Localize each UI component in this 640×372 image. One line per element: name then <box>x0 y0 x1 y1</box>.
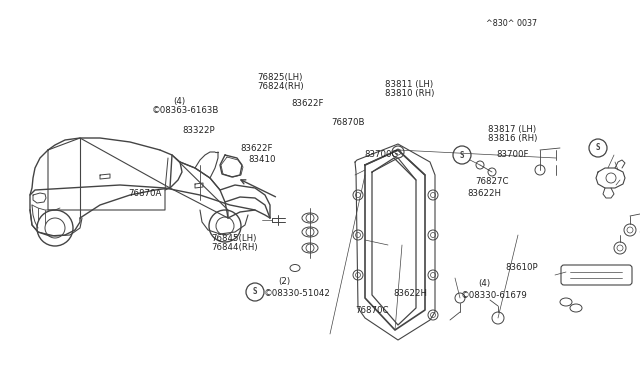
Text: (2): (2) <box>278 278 291 286</box>
Text: (4): (4) <box>173 97 185 106</box>
Text: S: S <box>253 288 257 296</box>
Text: 83622H: 83622H <box>394 289 428 298</box>
Text: S: S <box>596 144 600 153</box>
Text: 83700F: 83700F <box>496 150 529 159</box>
Text: 83816 (RH): 83816 (RH) <box>488 134 537 143</box>
Text: ©08330-51042: ©08330-51042 <box>264 289 330 298</box>
Text: S: S <box>460 151 464 160</box>
Text: 83322P: 83322P <box>182 126 215 135</box>
Text: 76870B: 76870B <box>332 118 365 126</box>
Text: 83811 (LH): 83811 (LH) <box>385 80 433 89</box>
Text: 83622F: 83622F <box>291 99 324 108</box>
Text: 76870C: 76870C <box>355 306 388 315</box>
Text: 76845(LH): 76845(LH) <box>211 234 257 243</box>
Text: 83622F: 83622F <box>241 144 273 153</box>
Text: 76844(RH): 76844(RH) <box>211 243 258 252</box>
Text: 83700G: 83700G <box>365 150 399 159</box>
Text: 76827C: 76827C <box>475 177 508 186</box>
Text: 76825(LH): 76825(LH) <box>257 73 303 82</box>
Text: ^830^ 0037: ^830^ 0037 <box>486 19 538 28</box>
Text: 83610P: 83610P <box>506 263 538 272</box>
Text: 76824(RH): 76824(RH) <box>257 82 304 91</box>
Text: ©08330-61679: ©08330-61679 <box>461 291 527 300</box>
Text: 76870A: 76870A <box>128 189 161 198</box>
Text: 83817 (LH): 83817 (LH) <box>488 125 536 134</box>
Text: (4): (4) <box>479 279 491 288</box>
Text: 83622H: 83622H <box>467 189 501 198</box>
Text: 83410: 83410 <box>248 155 276 164</box>
Text: ©08363-6163B: ©08363-6163B <box>152 106 219 115</box>
Text: 83810 (RH): 83810 (RH) <box>385 89 435 98</box>
